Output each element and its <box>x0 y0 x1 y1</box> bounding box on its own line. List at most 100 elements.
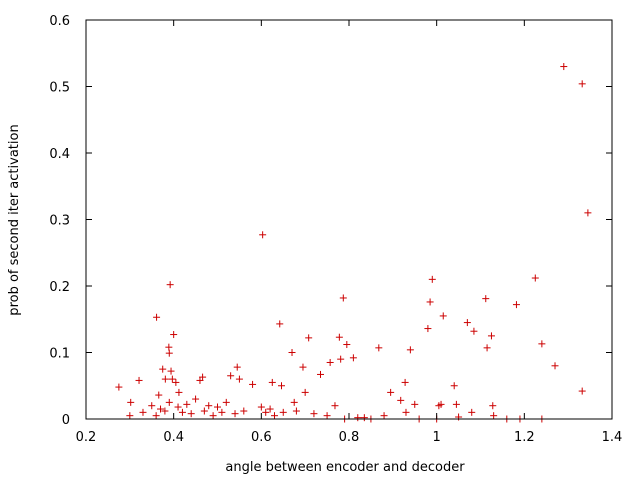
data-point <box>339 294 347 302</box>
data-point <box>335 333 343 341</box>
data-point <box>277 382 285 390</box>
data-point <box>126 412 134 420</box>
data-point <box>578 387 586 395</box>
data-point <box>157 405 165 413</box>
data-point <box>153 313 161 321</box>
data-point <box>375 344 383 352</box>
data-point <box>175 388 183 396</box>
y-tick-label: 0.6 <box>49 14 70 29</box>
data-point <box>235 375 243 383</box>
data-point <box>439 312 447 320</box>
data-point <box>231 410 239 418</box>
data-point <box>127 398 135 406</box>
data-point <box>279 408 287 416</box>
data-point <box>299 363 307 371</box>
data-point <box>159 365 167 373</box>
data-point <box>167 367 175 375</box>
data-point <box>199 373 207 381</box>
data-point <box>487 332 495 340</box>
data-point <box>290 398 298 406</box>
data-point <box>152 412 160 420</box>
x-axis-ticks: 0.2 0.4 0.6 0.8 1 1.2 1.4 <box>76 20 623 445</box>
data-point <box>139 408 147 416</box>
data-point <box>401 378 409 386</box>
y-axis-label: prob of second iter activation <box>7 124 22 315</box>
data-point <box>349 354 357 362</box>
data-point <box>354 414 362 422</box>
data-point <box>578 80 586 88</box>
data-point <box>172 378 180 386</box>
data-point <box>249 380 257 388</box>
data-point <box>470 327 478 335</box>
data-point <box>259 231 267 239</box>
data-point <box>490 412 498 420</box>
data-point <box>222 398 230 406</box>
data-point <box>268 378 276 386</box>
data-point <box>402 408 410 416</box>
data-point <box>482 295 490 303</box>
data-point <box>331 402 339 410</box>
data-point <box>166 281 174 289</box>
plot-frame <box>85 19 613 420</box>
data-point <box>560 63 568 71</box>
data-point <box>218 408 226 416</box>
y-tick-label: 0.5 <box>49 81 70 96</box>
data-point <box>266 405 274 413</box>
data-point <box>450 382 458 390</box>
data-point <box>584 209 592 217</box>
data-point <box>200 407 208 415</box>
data-point <box>292 407 300 415</box>
data-point <box>463 319 471 327</box>
data-point <box>428 275 436 283</box>
data-point <box>337 355 345 363</box>
data-point <box>183 400 191 408</box>
data-point <box>424 325 432 333</box>
data-point <box>406 346 414 354</box>
data-point <box>192 395 200 403</box>
data-point <box>165 349 173 357</box>
data-point <box>387 388 395 396</box>
x-axis-label: angle between encoder and decoder <box>225 460 465 475</box>
data-point <box>288 349 296 356</box>
data-point <box>323 412 331 420</box>
data-point <box>187 410 195 418</box>
data-point <box>165 398 173 406</box>
data-point <box>209 412 217 420</box>
data-point <box>276 320 284 328</box>
data-point <box>214 403 221 411</box>
data-point <box>310 410 318 418</box>
x-tick-label: 0.8 <box>339 430 360 445</box>
y-tick-label: 0.4 <box>49 147 70 162</box>
data-point <box>489 402 497 410</box>
data-point <box>161 375 169 383</box>
data-point <box>360 414 368 422</box>
data-point <box>115 383 123 391</box>
data-point <box>205 402 213 410</box>
x-tick-label: 1.4 <box>602 430 623 445</box>
data-point <box>170 331 178 339</box>
data-point <box>262 408 270 416</box>
x-tick-label: 1 <box>433 430 441 445</box>
data-point <box>168 375 176 383</box>
data-point <box>233 363 241 371</box>
data-point <box>161 407 169 415</box>
data-point <box>468 408 476 416</box>
data-point <box>301 388 309 396</box>
y-axis-ticks: 0 0.1 0.2 0.3 0.4 0.5 0.6 <box>49 14 612 428</box>
data-point <box>165 343 173 351</box>
data-point <box>551 362 559 370</box>
data-point <box>240 407 248 415</box>
data-point <box>483 344 491 352</box>
data-point <box>437 400 445 408</box>
data-point <box>380 412 388 420</box>
y-tick-label: 0.1 <box>49 347 70 362</box>
data-point <box>538 340 546 348</box>
data-point <box>426 298 434 306</box>
data-point <box>397 396 405 404</box>
data-point <box>155 391 163 399</box>
x-tick-label: 0.2 <box>76 430 97 445</box>
data-point <box>148 402 156 410</box>
x-tick-label: 0.6 <box>251 430 272 445</box>
